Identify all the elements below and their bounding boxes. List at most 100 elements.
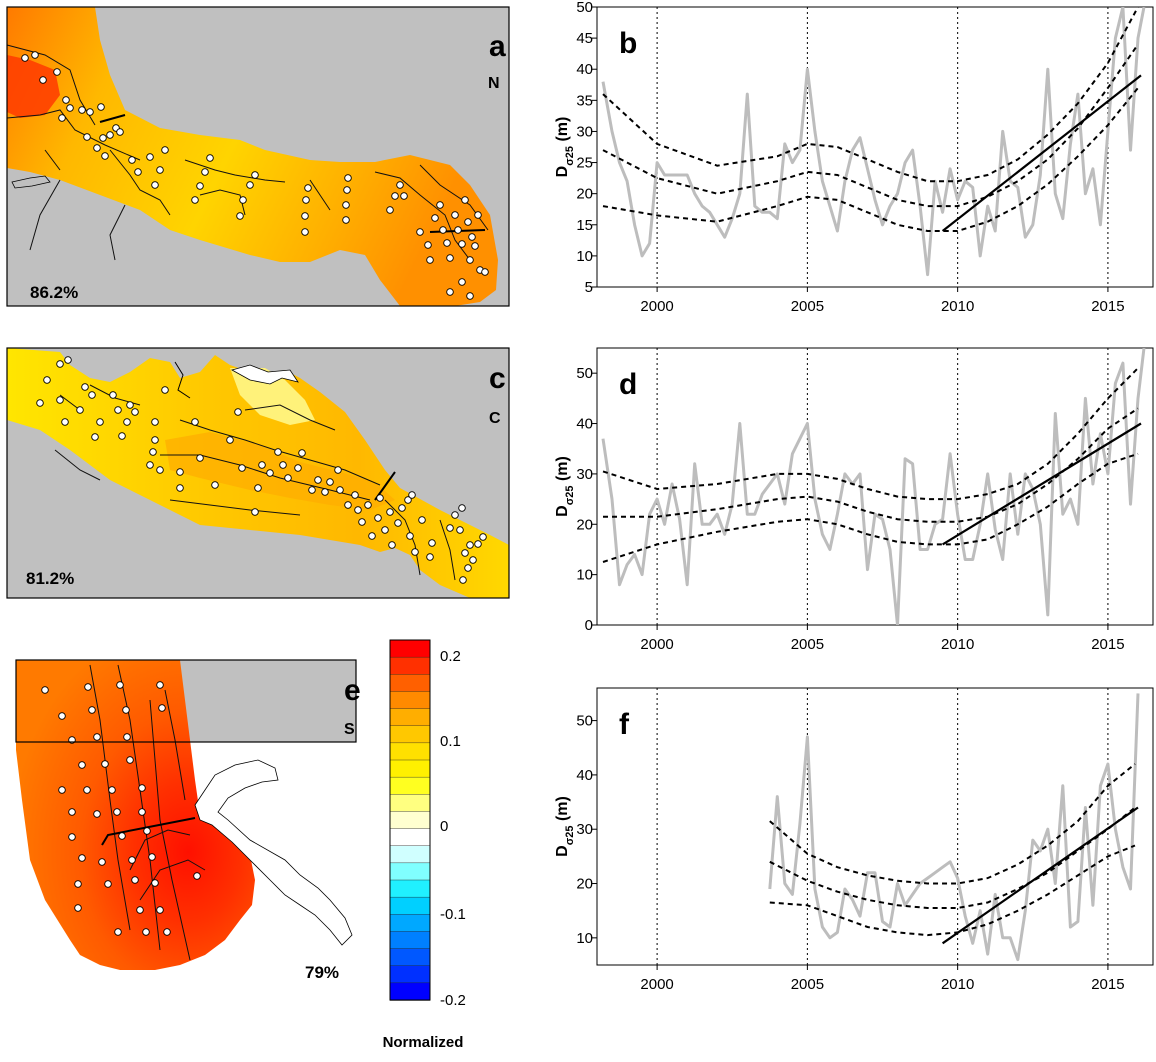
y-tick-label: 15 <box>576 217 593 234</box>
colorbar-tick-2: 0 <box>440 818 448 835</box>
y-tick-label: 50 <box>576 0 593 16</box>
colorbar-segment <box>389 708 431 727</box>
colorbar-segment <box>389 759 431 778</box>
y-tick-label: 10 <box>576 930 593 947</box>
y-tick-label: 35 <box>576 92 593 109</box>
chart-panels: 2000 2005 2010 20155101520253035404550bDσ25… <box>554 0 1154 993</box>
colorbar-tick-3: -0.1 <box>440 906 466 923</box>
x-tick-label: 2000 <box>640 636 673 653</box>
x-tick-label: 2005 <box>791 976 824 993</box>
map-c-white-land <box>230 364 299 385</box>
map-c-jetty <box>174 361 191 399</box>
colorbar-tick-4: -0.2 <box>440 992 466 1009</box>
colorbar-segment <box>389 948 431 967</box>
map-c-region-label: C <box>489 410 501 427</box>
x-tick-label: 2015 <box>1091 298 1124 315</box>
y-tick-label: 40 <box>576 61 593 78</box>
map-a-panel-letter: a <box>489 30 506 63</box>
map-c-pale-bay <box>230 368 315 425</box>
chart-panel-f: 2000 2005 2010 2015 10 20 30 40 50 f Dσ25 (m) <box>554 687 1154 993</box>
x-tick-label: 2005 <box>791 636 824 653</box>
map-e-white-spit <box>194 759 353 946</box>
map-e-percent: 79% <box>305 963 339 982</box>
map-panel-a: a N 86.2% <box>6 6 510 307</box>
band-upper-line <box>602 367 1139 501</box>
colorbar-segment <box>389 639 431 658</box>
plot-frame <box>596 347 1154 626</box>
y-axis-label-main: D <box>554 166 571 178</box>
y-tick-label: 25 <box>576 155 593 172</box>
colorbar-segment <box>389 828 431 847</box>
x-tick-label: 2005 <box>791 298 824 315</box>
x-tick-label: 2010 <box>941 636 974 653</box>
map-c-percent: 81.2% <box>26 569 74 588</box>
map-e-region-label: S <box>344 721 355 738</box>
plot-area <box>656 688 1140 965</box>
colorbar-label: Normalized <box>383 1034 464 1051</box>
map-a-stations <box>21 51 489 300</box>
y-axis-label-main: D <box>554 845 571 857</box>
trend-line <box>941 74 1142 232</box>
y-tick-label: 30 <box>576 466 593 483</box>
map-c-panel-letter: c <box>489 362 506 395</box>
colorbar-frame <box>389 639 431 1001</box>
x-tick-label: 2010 <box>941 298 974 315</box>
band-mid-line <box>602 43 1139 208</box>
y-tick-label: 45 <box>576 30 593 47</box>
panel-letter-f: f <box>619 708 630 741</box>
y-tick-label: 5 <box>585 279 593 296</box>
colorbar-segment <box>389 982 431 1001</box>
y-axis-label: Dσ25 (m) <box>554 796 576 857</box>
x-tick-label: 2015 <box>1091 976 1124 993</box>
band-lower-line <box>602 452 1139 563</box>
colorbar-segment <box>389 725 431 744</box>
band-upper-line <box>769 763 1136 885</box>
x-tick-label: 2000 <box>640 298 673 315</box>
y-tick-label: 20 <box>576 186 593 203</box>
map-a-sea-field <box>7 7 498 306</box>
x-tick-label: 2015 <box>1091 636 1124 653</box>
colorbar-segment <box>389 965 431 984</box>
colorbar-segment <box>389 845 431 864</box>
map-e-transect <box>101 817 196 846</box>
y-axis-label-sub: σ25 <box>564 486 576 506</box>
y-axis-label-unit: (m) <box>554 796 571 825</box>
observed-series-line <box>601 7 1146 277</box>
colorbar-segment <box>389 811 431 830</box>
colorbar-segment <box>389 896 431 915</box>
colorbar-tick-1: 0.1 <box>440 733 461 750</box>
panel-letter-d: d <box>619 368 637 401</box>
colorbar-segment <box>389 862 431 881</box>
colorbar-segment <box>389 656 431 675</box>
map-a-transect-1 <box>99 114 126 123</box>
x-tick-label: 2010 <box>941 976 974 993</box>
colorbar-segment <box>389 794 431 813</box>
y-tick-label: 20 <box>576 876 593 893</box>
y-tick-label: 30 <box>576 123 593 140</box>
trend-line <box>941 806 1139 945</box>
observed-series-line <box>768 693 1140 962</box>
y-tick-label: 20 <box>576 516 593 533</box>
y-tick-label: 10 <box>576 567 593 584</box>
map-panel-e: e S 79% <box>15 659 361 982</box>
x-tick-label: 2000 <box>640 976 673 993</box>
y-axis-label: Dσ25 (m) <box>554 456 576 517</box>
colorbar-segment <box>389 742 431 761</box>
colorbar-segment <box>389 931 431 950</box>
plot-area <box>601 348 1146 625</box>
colorbar: 0.2 0.1 0 -0.1 -0.2 Normalized <box>383 639 466 1051</box>
colorbar-segment <box>389 879 431 898</box>
map-a-percent: 86.2% <box>30 283 78 302</box>
y-axis-label-main: D <box>554 505 571 517</box>
map-a-islet <box>11 175 51 189</box>
y-axis-label: Dσ25 (m) <box>554 117 576 178</box>
map-e-panel-letter: e <box>344 674 361 707</box>
colorbar-segment <box>389 914 431 933</box>
y-tick-label: 0 <box>585 617 593 634</box>
panel-letter-b: b <box>619 27 637 60</box>
colorbar-segment <box>389 776 431 795</box>
colorbar-tick-0: 0.2 <box>440 648 461 665</box>
y-axis-label-sub: σ25 <box>564 826 576 846</box>
y-tick-label: 30 <box>576 821 593 838</box>
map-e-sea-field <box>16 660 255 970</box>
